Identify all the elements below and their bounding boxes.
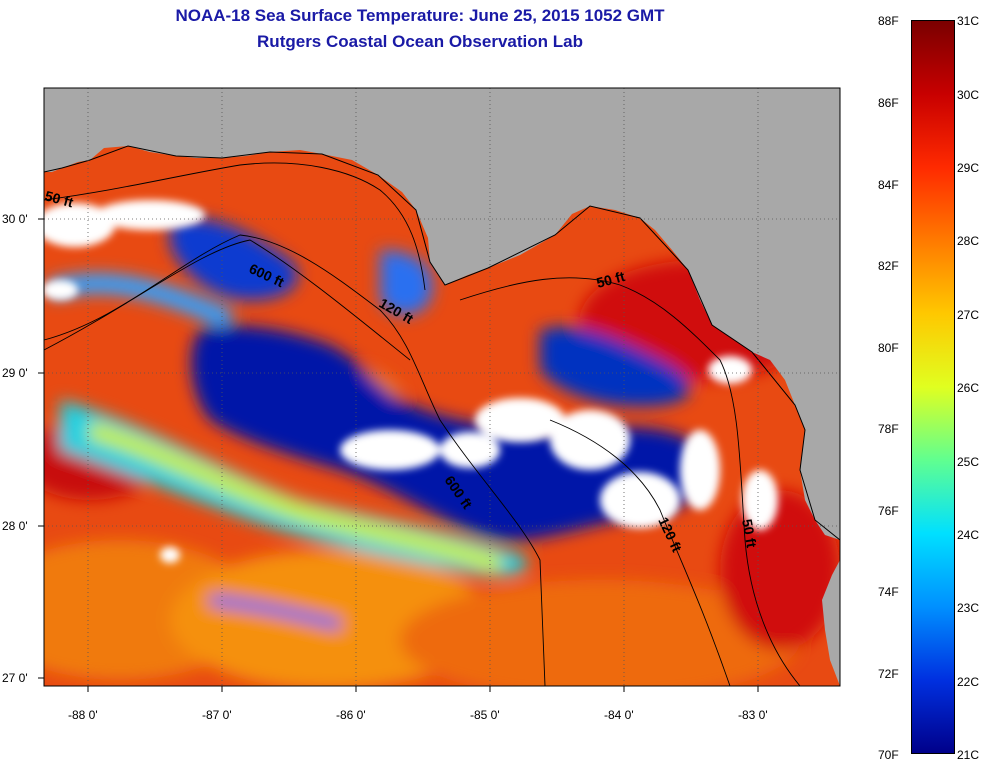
lat-label: 29 0' — [2, 366, 28, 380]
temperature-colorbar — [911, 20, 955, 754]
colorbar-label-f: 74F — [878, 585, 899, 599]
contour-50ft-west — [43, 162, 426, 291]
lon-label: -88 0' — [68, 708, 98, 722]
lon-label: -87 0' — [202, 708, 232, 722]
colorbar-label-f: 86F — [878, 96, 899, 110]
contour-label: 50 ft — [595, 268, 627, 291]
colorbar-label-c: 30C — [957, 88, 980, 102]
map-frame — [43, 87, 841, 687]
colorbar-label-f: 84F — [878, 178, 899, 192]
coastline — [44, 145, 840, 541]
colorbar-label-c: 26C — [957, 381, 980, 395]
lon-label: -85 0' — [470, 708, 500, 722]
colorbar-label-f: 72F — [878, 667, 899, 681]
contour-120ft — [43, 234, 546, 687]
lat-label: 30 0' — [2, 212, 28, 226]
contour-label: 50 ft — [739, 518, 760, 549]
colorbar-label-f: 82F — [878, 259, 899, 273]
lat-label: 27 0' — [2, 671, 28, 685]
contour-120ft-east — [549, 419, 731, 687]
map-subtitle: Rutgers Coastal Ocean Observation Lab — [257, 32, 583, 51]
cloud-mask — [44, 200, 778, 563]
colorbar-label-f: 70F — [878, 748, 899, 762]
colorbar-label-f: 80F — [878, 341, 899, 355]
lon-label: -84 0' — [604, 708, 634, 722]
colorbar-label-c: 23C — [957, 601, 980, 615]
colorbar-label-c: 27C — [957, 308, 980, 322]
colorbar-label-c: 22C — [957, 675, 980, 689]
axis-ticks — [38, 218, 759, 692]
colorbar-label-f: 88F — [878, 14, 899, 28]
land-peninsula-south — [822, 560, 840, 686]
colorbar-label-c: 24C — [957, 528, 980, 542]
colorbar-label-c: 25C — [957, 455, 980, 469]
lon-label: -83 0' — [738, 708, 768, 722]
contour-600ft — [43, 239, 411, 361]
colorbar-label-c: 31C — [957, 14, 980, 28]
contour-50ft-east — [459, 277, 801, 687]
bathymetry-contours — [43, 162, 801, 687]
colorbar-label-c: 21C — [957, 748, 980, 762]
lat-lon-grid — [44, 88, 840, 686]
lon-label: -86 0' — [336, 708, 366, 722]
colorbar-label-f: 76F — [878, 504, 899, 518]
colorbar-label-c: 29C — [957, 161, 980, 175]
lat-label: 28 0' — [2, 519, 28, 533]
land-mass — [44, 88, 840, 540]
contour-label: 50 ft — [43, 187, 75, 210]
colorbar-label-c: 28C — [957, 234, 980, 248]
colorbar-label-f: 78F — [878, 422, 899, 436]
map-title: NOAA-18 Sea Surface Temperature: June 25… — [175, 6, 665, 25]
